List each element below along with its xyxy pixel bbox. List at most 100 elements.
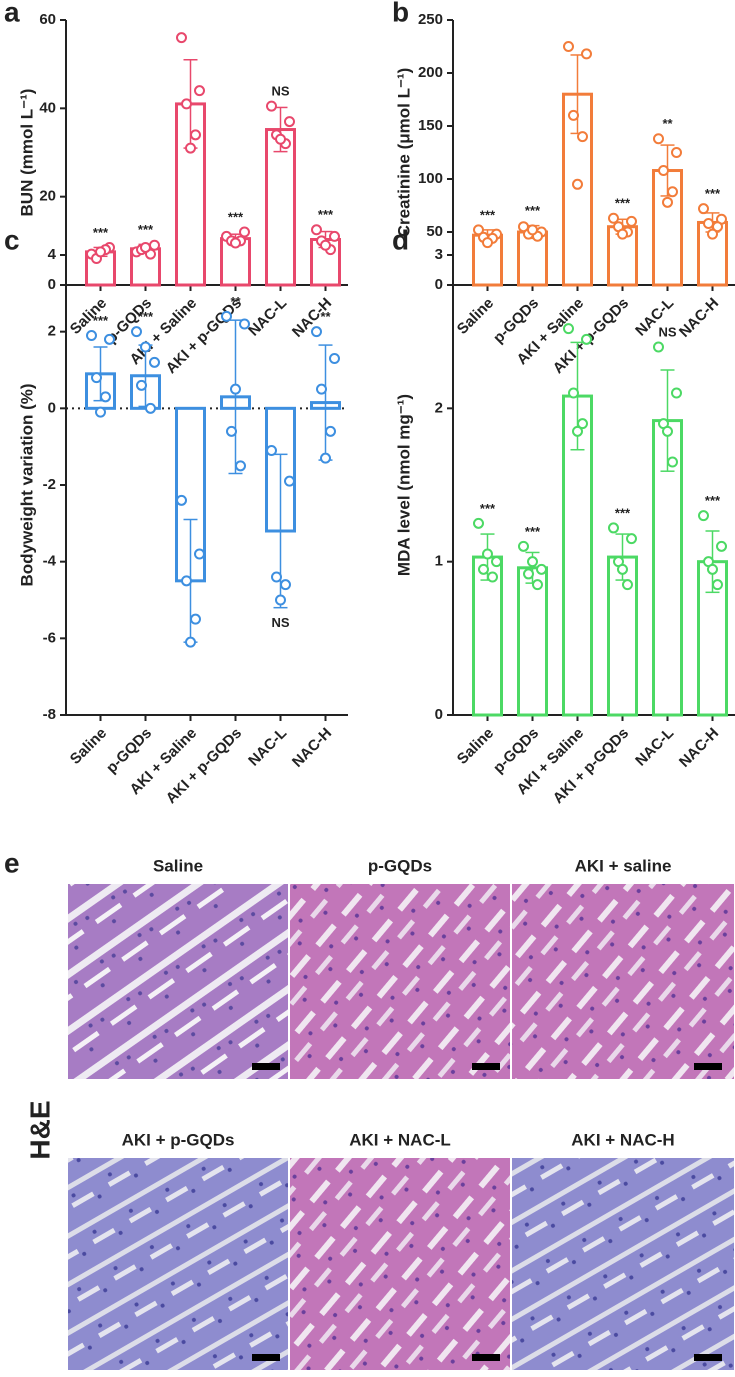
data-point: [527, 224, 538, 236]
y-tick-label: -8: [43, 706, 56, 723]
significance-label: ***: [480, 207, 496, 222]
data-point: [95, 406, 106, 418]
data-point: [190, 129, 201, 141]
bar: [265, 128, 296, 287]
histology-image: [512, 884, 734, 1079]
data-point: [145, 402, 156, 414]
data-point: [149, 356, 160, 368]
data-point: [91, 372, 102, 384]
data-point: [311, 224, 322, 236]
data-point: [658, 165, 669, 177]
y-tick-label: 0: [48, 276, 56, 293]
data-point: [230, 383, 241, 395]
y-tick-label: -2: [43, 476, 56, 493]
x-tick-label: NAC-L: [245, 725, 290, 770]
data-point: [482, 548, 493, 560]
data-point: [221, 310, 232, 322]
y-tick-label: 200: [418, 64, 443, 81]
y-tick-label: -4: [43, 553, 57, 570]
y-axis-label: MDA level (nmol mg⁻¹): [394, 394, 413, 576]
data-point: [95, 246, 106, 258]
x-tick-label: NAC-H: [289, 725, 335, 771]
y-tick-label: 60: [39, 11, 56, 28]
image-title: Saline: [153, 856, 203, 875]
x-tick-label: NAC-L: [632, 725, 677, 770]
data-point: [698, 203, 709, 215]
data-point: [581, 333, 592, 345]
data-point: [100, 391, 111, 403]
data-point: [671, 147, 682, 158]
y-tick-label: 50: [426, 223, 443, 240]
data-point: [577, 418, 588, 430]
data-point: [712, 579, 723, 591]
data-point: [280, 579, 291, 591]
significance-label: ***: [615, 196, 631, 211]
significance-label: NS: [658, 324, 676, 339]
scale-bar: [252, 1063, 280, 1070]
y-tick-label: 150: [418, 117, 443, 134]
y-axis-label: Creatinine (μmol L⁻¹): [394, 68, 413, 238]
significance-label: ***: [525, 203, 541, 218]
significance-label: **: [230, 294, 241, 309]
data-point: [653, 133, 664, 145]
significance-label: ***: [318, 207, 334, 222]
significance-label: **: [320, 309, 331, 324]
data-point: [532, 579, 543, 591]
y-axis-label: BUN (mmol L⁻¹): [17, 89, 36, 217]
panel-letter: a: [4, 0, 20, 27]
histology-image: [68, 1158, 288, 1370]
data-point: [311, 326, 322, 338]
x-tick-label: NAC-L: [245, 295, 290, 340]
data-point: [478, 563, 489, 575]
y-tick-label: -6: [43, 629, 56, 646]
data-point: [194, 85, 205, 97]
x-tick-label: Saline: [454, 725, 497, 768]
data-point: [617, 563, 628, 575]
data-point: [284, 116, 295, 128]
data-point: [473, 517, 484, 529]
y-tick-label: 250: [418, 11, 443, 28]
data-point: [194, 548, 205, 560]
data-point: [235, 460, 246, 472]
data-point: [563, 41, 574, 52]
bar: [517, 566, 548, 717]
data-point: [577, 131, 588, 143]
data-point: [149, 239, 160, 251]
image-title: AKI + saline: [575, 856, 672, 875]
data-point: [320, 239, 331, 251]
data-point: [716, 540, 727, 552]
error-bar: [273, 453, 288, 609]
data-point: [329, 230, 340, 242]
scale-bar: [472, 1354, 500, 1361]
significance-label: ***: [138, 222, 154, 237]
scale-bar: [694, 1354, 722, 1361]
data-point: [712, 221, 723, 233]
data-point: [568, 109, 579, 121]
data-point: [482, 237, 493, 249]
data-point: [667, 456, 678, 468]
significance-label: ***: [525, 524, 541, 539]
panel-letter: b: [392, 0, 409, 27]
data-point: [181, 575, 192, 587]
y-tick-label: 0: [48, 399, 56, 416]
significance-label: ***: [228, 209, 244, 224]
image-title: p-GQDs: [368, 856, 432, 875]
x-tick-label: NAC-H: [676, 295, 722, 341]
data-point: [320, 452, 331, 464]
significance-label: **: [662, 116, 673, 131]
x-tick-label: NAC-H: [676, 725, 722, 771]
data-point: [626, 533, 637, 545]
y-tick-label: 40: [39, 99, 56, 116]
data-point: [536, 563, 547, 575]
data-point: [104, 333, 115, 345]
error-bar: [228, 319, 243, 475]
y-tick-label: 3: [435, 246, 443, 263]
data-point: [140, 241, 151, 253]
scale-bar: [694, 1063, 722, 1070]
data-point: [190, 613, 201, 625]
data-point: [568, 387, 579, 399]
data-point: [230, 237, 241, 249]
significance-label: ***: [615, 505, 631, 520]
significance-label: NS: [271, 615, 289, 630]
